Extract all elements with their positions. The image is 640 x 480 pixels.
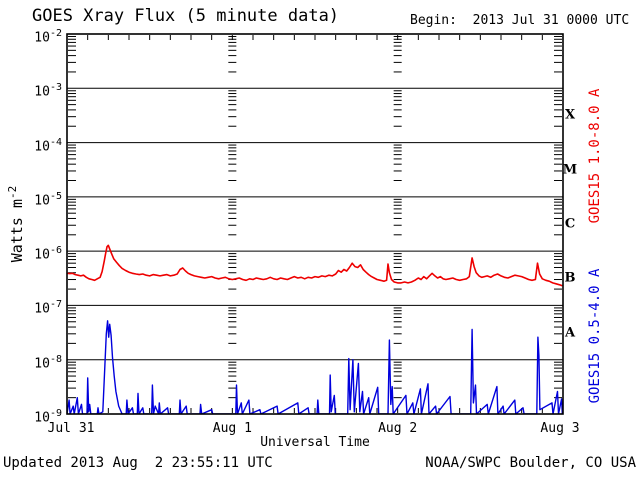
flare-class-label-x: X — [564, 107, 576, 123]
y-tick-label: 10-4 — [34, 136, 62, 154]
plot-border — [66, 33, 564, 415]
series-line-goes15-short — [67, 320, 563, 414]
y-tick-label: 10-5 — [34, 190, 62, 209]
y-axis-title: Watts m-2 — [6, 186, 26, 262]
y-tick-label: 10-6 — [34, 245, 62, 263]
y-tick-label: 10-2 — [34, 28, 62, 46]
y-tick-label: 10-9 — [34, 408, 62, 426]
x-tick-label: Aug 3 — [540, 421, 580, 436]
updated-timestamp: Updated 2013 Aug 2 23:55:11 UTC — [3, 455, 273, 471]
flare-class-label-b: B — [564, 270, 576, 286]
series-label-goes15-long: GOES15 1.0-8.0 A — [587, 88, 603, 224]
y-axis-title-exponent: -2 — [6, 185, 19, 200]
flare-class-label-a: A — [564, 325, 576, 341]
y-tick-label: 10-3 — [34, 82, 62, 100]
series-line-goes15-long — [67, 244, 563, 287]
x-tick-label: Aug 1 — [212, 421, 252, 436]
x-tick-label: Aug 2 — [378, 421, 418, 436]
y-tick-label: 10-8 — [34, 353, 62, 372]
flare-class-label-c: C — [564, 216, 576, 232]
x-tick-label: Jul 31 — [47, 421, 95, 436]
series-label-goes15-short: GOES15 0.5-4.0 A — [587, 268, 603, 404]
flare-class-label-m: M — [562, 162, 578, 178]
y-axis-title-text: Watts m — [8, 199, 26, 263]
chart-title: GOES Xray Flux (5 minute data) — [32, 6, 340, 26]
source-credit: NOAA/SWPC Boulder, CO USA — [425, 455, 636, 471]
y-tick-label: 10-7 — [34, 299, 62, 317]
x-axis-title: Universal Time — [260, 435, 370, 450]
begin-timestamp: Begin: 2013 Jul 31 0000 UTC — [410, 13, 630, 28]
